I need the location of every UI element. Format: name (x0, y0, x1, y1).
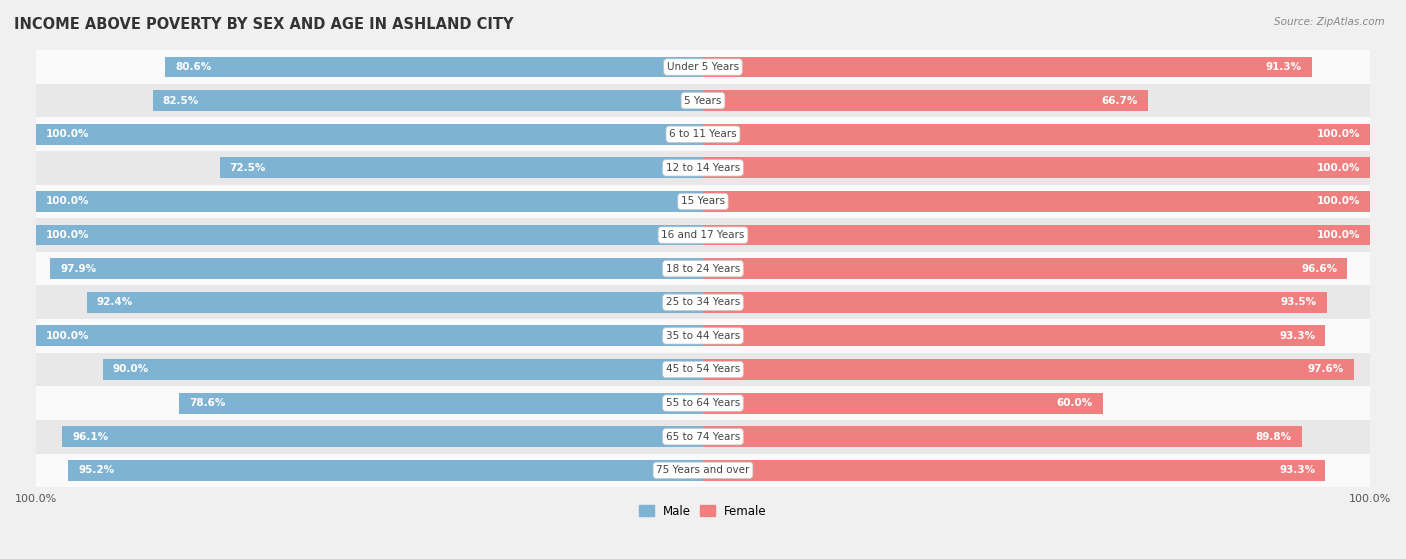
Text: 100.0%: 100.0% (46, 129, 90, 139)
Bar (703, 56, 1312, 78)
Bar (703, 359, 1354, 380)
Bar (37, 218, 1369, 252)
Bar (37, 117, 1369, 151)
Bar (703, 292, 1326, 312)
Text: 6 to 11 Years: 6 to 11 Years (669, 129, 737, 139)
Text: 91.3%: 91.3% (1265, 62, 1302, 72)
Text: 78.6%: 78.6% (188, 398, 225, 408)
Bar (37, 420, 1369, 453)
Bar (703, 325, 1326, 347)
Text: 5 Years: 5 Years (685, 96, 721, 106)
Text: 12 to 14 Years: 12 to 14 Years (666, 163, 740, 173)
Bar (703, 392, 1104, 414)
Bar (51, 258, 703, 279)
Bar (703, 225, 1369, 245)
Text: 100.0%: 100.0% (1316, 230, 1360, 240)
Bar (37, 50, 1369, 84)
Text: 93.3%: 93.3% (1279, 331, 1315, 341)
Bar (37, 286, 1369, 319)
Text: 100.0%: 100.0% (1316, 196, 1360, 206)
Bar (219, 158, 703, 178)
Text: 96.1%: 96.1% (72, 432, 108, 442)
Bar (37, 386, 1369, 420)
Text: 93.5%: 93.5% (1281, 297, 1316, 307)
Text: 100.0%: 100.0% (46, 230, 90, 240)
Bar (103, 359, 703, 380)
Bar (166, 56, 703, 78)
Text: 96.6%: 96.6% (1301, 264, 1337, 274)
Bar (37, 453, 1369, 487)
Bar (37, 84, 1369, 117)
Bar (37, 353, 1369, 386)
Text: 89.8%: 89.8% (1256, 432, 1292, 442)
Text: 16 and 17 Years: 16 and 17 Years (661, 230, 745, 240)
Bar (703, 460, 1326, 481)
Text: 75 Years and over: 75 Years and over (657, 465, 749, 475)
Text: 97.6%: 97.6% (1308, 364, 1344, 375)
Bar (703, 191, 1369, 212)
Text: INCOME ABOVE POVERTY BY SEX AND AGE IN ASHLAND CITY: INCOME ABOVE POVERTY BY SEX AND AGE IN A… (14, 17, 513, 32)
Text: 60.0%: 60.0% (1057, 398, 1092, 408)
Text: Source: ZipAtlas.com: Source: ZipAtlas.com (1274, 17, 1385, 27)
Legend: Male, Female: Male, Female (634, 500, 772, 523)
Text: 92.4%: 92.4% (97, 297, 134, 307)
Text: 95.2%: 95.2% (79, 465, 114, 475)
Bar (703, 90, 1147, 111)
Bar (62, 427, 703, 447)
Text: 93.3%: 93.3% (1279, 465, 1315, 475)
Text: 72.5%: 72.5% (229, 163, 266, 173)
Text: 90.0%: 90.0% (112, 364, 149, 375)
Text: 66.7%: 66.7% (1101, 96, 1137, 106)
Text: 100.0%: 100.0% (1316, 163, 1360, 173)
Bar (153, 90, 703, 111)
Bar (87, 292, 703, 312)
Text: 100.0%: 100.0% (46, 331, 90, 341)
Text: 55 to 64 Years: 55 to 64 Years (666, 398, 740, 408)
Text: 35 to 44 Years: 35 to 44 Years (666, 331, 740, 341)
Text: 82.5%: 82.5% (163, 96, 200, 106)
Bar (67, 460, 703, 481)
Bar (703, 258, 1347, 279)
Text: 65 to 74 Years: 65 to 74 Years (666, 432, 740, 442)
Text: 97.9%: 97.9% (60, 264, 96, 274)
Bar (703, 158, 1369, 178)
Text: 18 to 24 Years: 18 to 24 Years (666, 264, 740, 274)
Text: 25 to 34 Years: 25 to 34 Years (666, 297, 740, 307)
Bar (703, 124, 1369, 145)
Bar (37, 124, 703, 145)
Bar (37, 225, 703, 245)
Text: 100.0%: 100.0% (1316, 129, 1360, 139)
Bar (37, 252, 1369, 286)
Bar (37, 319, 1369, 353)
Text: Under 5 Years: Under 5 Years (666, 62, 740, 72)
Text: 45 to 54 Years: 45 to 54 Years (666, 364, 740, 375)
Bar (37, 184, 1369, 218)
Bar (37, 151, 1369, 184)
Text: 15 Years: 15 Years (681, 196, 725, 206)
Bar (37, 191, 703, 212)
Bar (37, 325, 703, 347)
Text: 80.6%: 80.6% (176, 62, 212, 72)
Bar (703, 427, 1302, 447)
Bar (179, 392, 703, 414)
Text: 100.0%: 100.0% (46, 196, 90, 206)
